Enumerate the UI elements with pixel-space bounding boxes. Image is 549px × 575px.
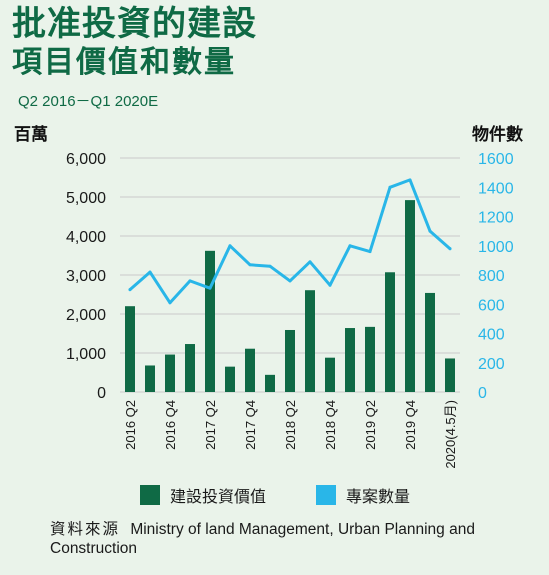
left-tick-label: 3,000 — [66, 268, 106, 285]
right-tick-label: 1400 — [478, 180, 514, 197]
left-tick-label: 0 — [97, 385, 106, 402]
x-tick-label: 2019 Q2 — [363, 400, 378, 450]
chart-subtitle: 項目價值和數量 — [12, 45, 236, 80]
right-tick-label: 400 — [478, 327, 505, 344]
line-point — [408, 178, 412, 182]
legend-line-swatch — [316, 485, 337, 505]
line-point — [228, 244, 232, 248]
left-tick-label: 2,000 — [66, 307, 106, 324]
bar — [225, 366, 235, 392]
line-point — [128, 288, 132, 292]
line-point — [288, 279, 292, 283]
bar — [185, 344, 195, 392]
source-text: Ministry of land Management, Urban Plann… — [50, 521, 475, 557]
right-tick-label: 1600 — [478, 151, 514, 168]
legend-bar-swatch — [140, 485, 160, 505]
line-point — [168, 301, 172, 305]
legend-item-bar: 建設投資價值 — [140, 483, 266, 507]
x-tick-label: 2017 Q2 — [203, 400, 218, 450]
bar — [245, 348, 255, 392]
line-point — [268, 264, 272, 268]
x-tick-label: 2019 Q4 — [403, 400, 418, 450]
bar — [385, 272, 395, 392]
bar-series — [125, 200, 455, 392]
bar — [405, 200, 415, 392]
source-note: 資料來源 Ministry of land Management, Urban … — [50, 520, 530, 558]
x-tick-label: 2017 Q4 — [243, 400, 258, 450]
bar — [205, 250, 215, 392]
bar — [145, 365, 155, 392]
bar — [265, 374, 275, 392]
left-axis-ticks: 0 1,000 2,000 3,000 4,000 5,000 6,000 — [66, 151, 106, 402]
line-point — [428, 229, 432, 233]
bar — [285, 329, 295, 392]
right-tick-label: 1200 — [478, 210, 514, 227]
bar — [345, 328, 355, 392]
left-tick-label: 4,000 — [66, 229, 106, 246]
left-tick-label: 5,000 — [66, 190, 106, 207]
legend-item-line: 專案數量 — [316, 483, 410, 507]
left-tick-label: 6,000 — [66, 151, 106, 168]
line-point — [368, 250, 372, 254]
line-point — [388, 185, 392, 189]
right-tick-label: 800 — [478, 268, 505, 285]
left-axis-unit: 百萬 — [14, 125, 48, 145]
chart-title: 批准投資的建設 — [12, 4, 257, 44]
line-point — [248, 263, 252, 267]
x-tick-label: 2018 Q4 — [323, 400, 338, 450]
legend: 建設投資價值 專案數量 — [140, 483, 450, 507]
line-point — [188, 279, 192, 283]
right-tick-label: 0 — [478, 385, 487, 402]
line-point — [308, 260, 312, 264]
x-tick-label: 2020(4.5月) — [443, 400, 458, 469]
right-tick-label: 200 — [478, 356, 505, 373]
x-tick-label: 2016 Q2 — [123, 400, 138, 450]
x-tick-label: 2018 Q2 — [283, 400, 298, 450]
line-point — [208, 286, 212, 290]
right-axis-unit: 物件數 — [472, 125, 523, 145]
line-point — [328, 283, 332, 287]
bar — [305, 290, 315, 392]
legend-bar-label: 建設投資價值 — [170, 487, 267, 506]
line-point — [448, 247, 452, 251]
bar — [365, 326, 375, 392]
combo-chart: 0 1,000 2,000 3,000 4,000 5,000 6,000 0 200 400 6… — [66, 151, 514, 469]
chart-period: Q2 2016－Q1 2020E — [18, 93, 159, 110]
bar — [165, 354, 175, 392]
x-tick-label: 2016 Q4 — [163, 400, 178, 450]
bar — [325, 357, 335, 392]
left-tick-label: 1,000 — [66, 346, 106, 363]
legend-line-label: 專案數量 — [346, 487, 411, 506]
right-tick-label: 600 — [478, 297, 505, 314]
bar — [125, 306, 135, 392]
line-point — [148, 270, 152, 274]
right-tick-label: 1000 — [478, 239, 514, 256]
right-axis-ticks: 0 200 400 600 800 1000 1200 1400 1600 — [478, 151, 514, 402]
source-label: 資料來源 — [50, 520, 121, 538]
bar — [445, 358, 455, 392]
line-series-path — [128, 178, 452, 305]
line-point — [348, 244, 352, 248]
x-axis-ticks: 2016 Q2 2016 Q4 2017 Q2 2017 Q4 2018 Q2 2018 … — [123, 400, 458, 469]
bar — [425, 292, 435, 392]
line-series — [128, 178, 452, 305]
